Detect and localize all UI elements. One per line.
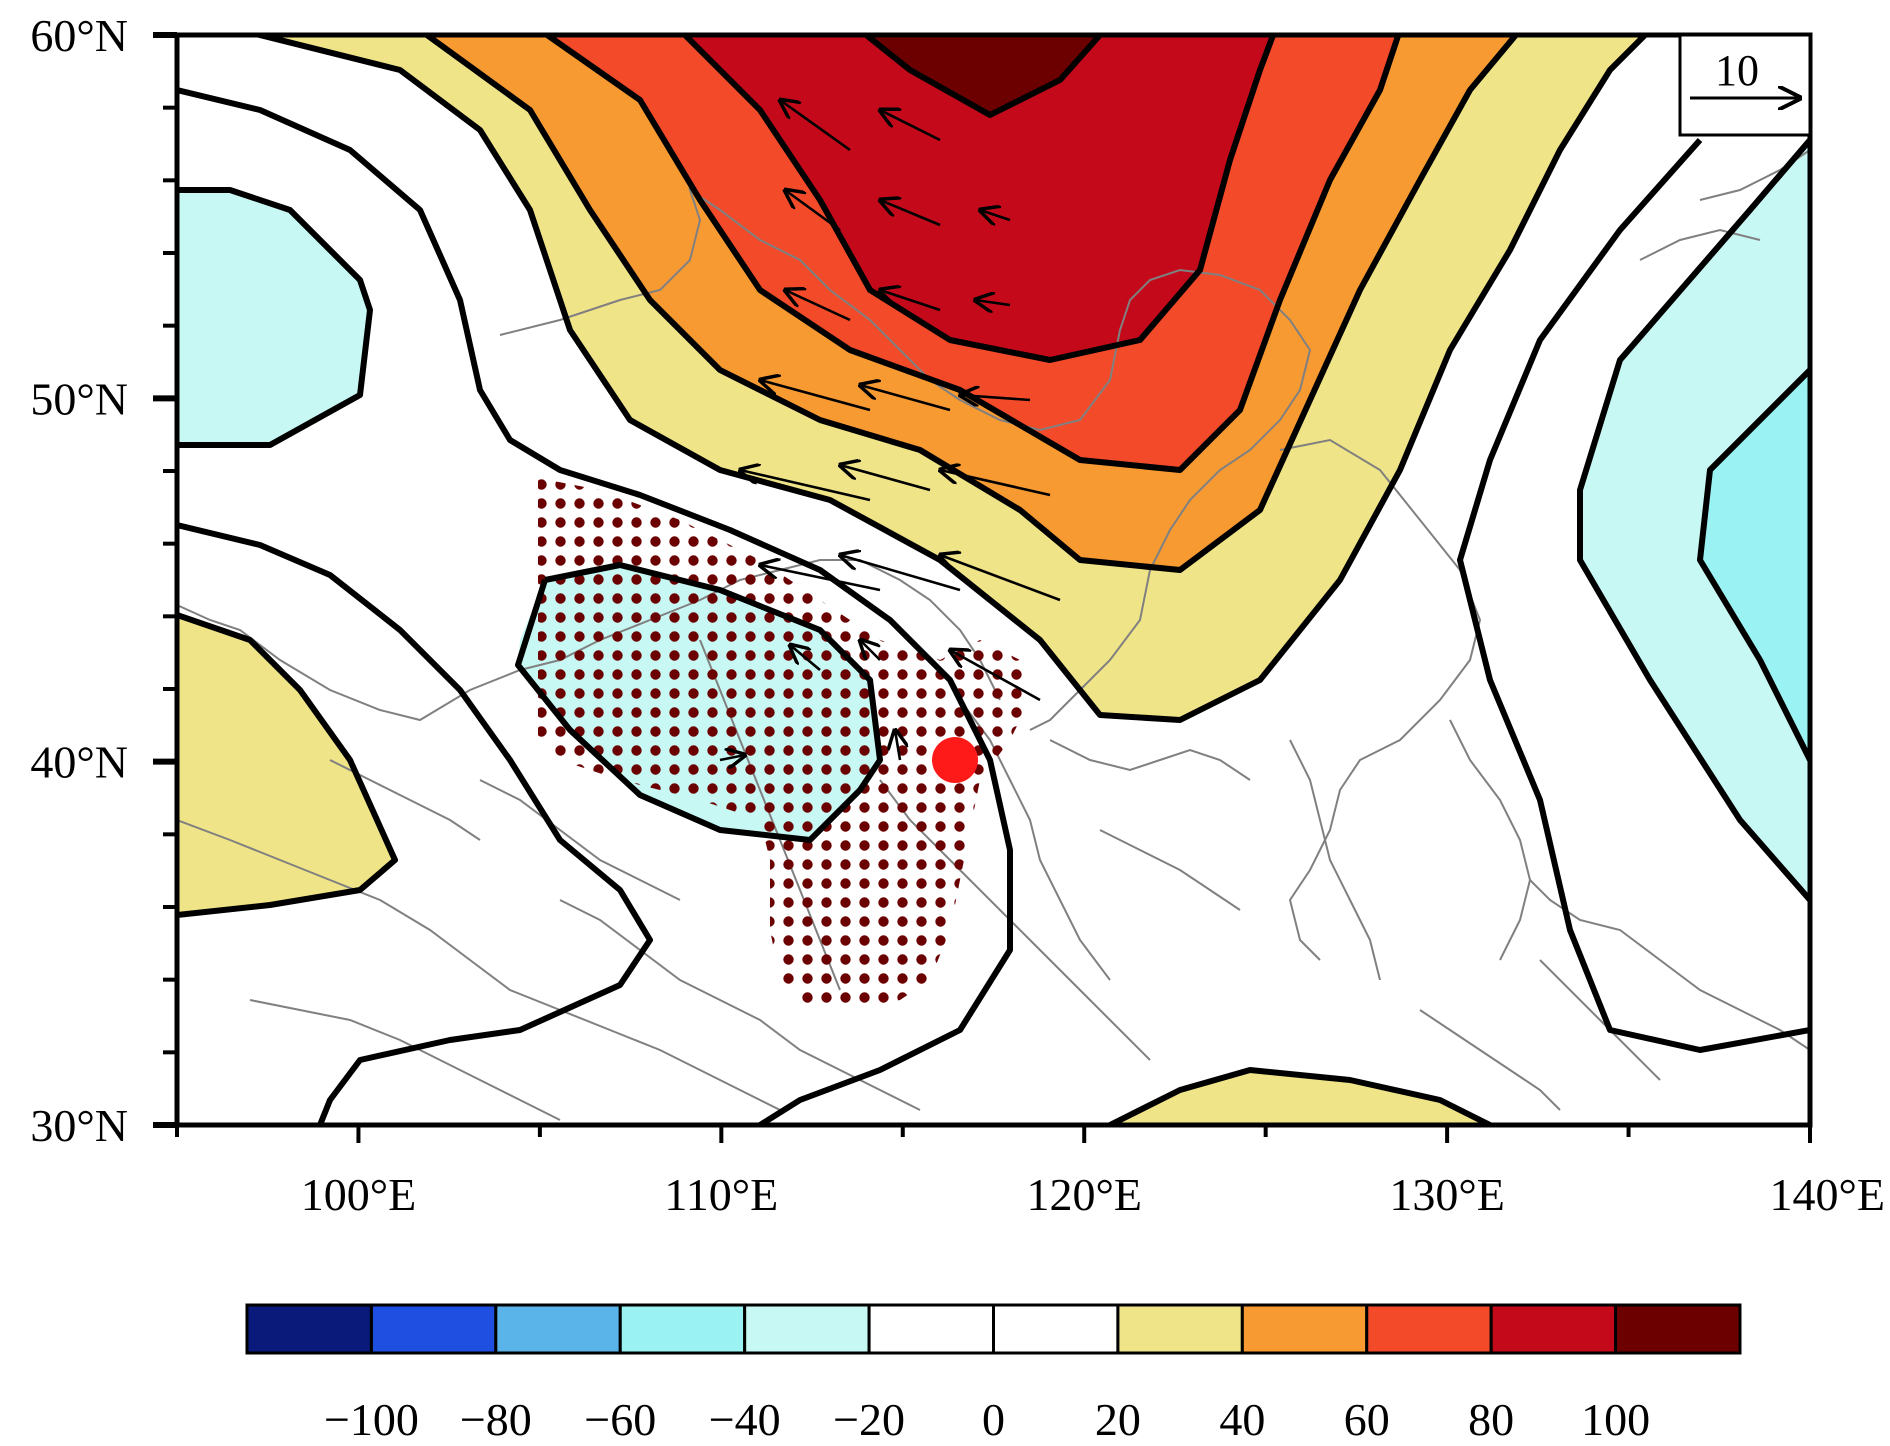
- latitude-labels: 30°N 40°N 50°N 60°N: [30, 10, 128, 1151]
- contour-lines: [177, 35, 1810, 1125]
- lon-tick-label: 130°E: [1389, 1169, 1505, 1220]
- colorbar-swatch: [1240, 1303, 1369, 1355]
- colorbar-tick-label: −100: [324, 1394, 419, 1445]
- colorbar-tick-label: −80: [460, 1394, 532, 1445]
- lat-tick-label: 30°N: [30, 1100, 128, 1151]
- colorbar-swatch: [494, 1303, 622, 1355]
- axis-ticks: [153, 32, 1812, 1143]
- colorbar-tick-label: −40: [709, 1394, 781, 1445]
- lon-tick-label: 140°E: [1770, 1169, 1886, 1220]
- colorbar-tick-label: 40: [1219, 1394, 1265, 1445]
- map-frame: [174, 32, 1813, 1128]
- fill-100-plus: [866, 35, 1100, 115]
- longitude-labels: 100°E 110°E 120°E 130°E 140°E: [301, 1169, 1885, 1220]
- lon-tick-label: 120°E: [1026, 1169, 1142, 1220]
- colorbar-tick-label: 20: [1095, 1394, 1141, 1445]
- colorbar-tick-label: 60: [1344, 1394, 1390, 1445]
- colorbar-swatch: [867, 1303, 995, 1355]
- colorbar-swatch: [992, 1303, 1120, 1355]
- fill-80-100: [685, 35, 1274, 360]
- lat-tick-label: 40°N: [30, 737, 128, 788]
- lon-tick-label: 110°E: [664, 1169, 778, 1220]
- colorbar-swatch: [1116, 1303, 1244, 1355]
- reference-vector-box: 10: [1678, 33, 1812, 137]
- colorbar-tick-label: 80: [1468, 1394, 1514, 1445]
- fill-neg-right-inner: [1700, 370, 1810, 760]
- colorbar-swatch: [618, 1303, 747, 1355]
- lat-tick-label: 60°N: [30, 10, 128, 61]
- colorbar: [245, 1303, 1742, 1355]
- colorbar-swatch: [743, 1303, 871, 1355]
- colorbar-tick-label: 100: [1581, 1394, 1650, 1445]
- lat-tick-label: 50°N: [30, 373, 128, 424]
- colorbar-labels: −100 −80 −60 −40 −20 0 20 40 60 80 100: [324, 1394, 1650, 1445]
- colorbar-tick-label: 0: [982, 1394, 1005, 1445]
- colorbar-swatch: [245, 1303, 373, 1355]
- map-area: [177, 35, 1810, 1125]
- lon-tick-label: 100°E: [301, 1169, 417, 1220]
- colorbar-tick-label: −20: [833, 1394, 905, 1445]
- fill-neg-upper-left: [177, 190, 370, 445]
- colorbar-swatch: [369, 1303, 498, 1355]
- fill-neg-right-outer: [1580, 140, 1810, 900]
- station-marker: [932, 737, 978, 783]
- colorbar-swatch: [1614, 1303, 1742, 1355]
- colorbar-tick-label: −60: [584, 1394, 656, 1445]
- wind-vectors: [719, 100, 1061, 760]
- reference-vector-label: 10: [1715, 46, 1759, 95]
- colorbar-swatch: [1365, 1303, 1493, 1355]
- colorbar-swatch: [1489, 1303, 1618, 1355]
- significance-stipple: [538, 478, 1030, 1010]
